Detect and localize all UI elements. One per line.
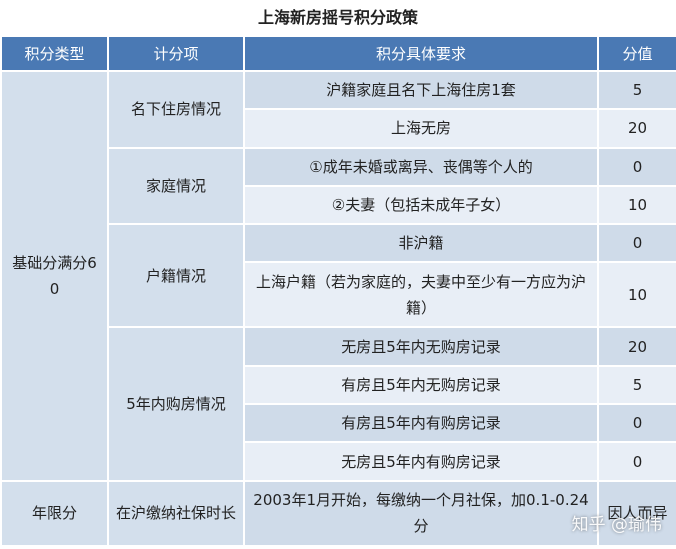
- score-cell: 5: [597, 69, 676, 111]
- rule-cell: 有房且5年内有购房记录: [243, 403, 599, 444]
- rule-cell: 上海无房: [243, 108, 599, 149]
- table-row: 上海户籍（若为家庭的，夫妻中至少有一方应为沪籍） 10: [1, 261, 676, 329]
- policy-table: 积分类型 计分项 积分具体要求 分值 基础分满分60 名下住房情况 沪籍家庭且名下上海住房…: [0, 35, 676, 547]
- table-row: ②夫妻（包括未成年子女） 10: [1, 184, 676, 226]
- table-body: 基础分满分60 名下住房情况 沪籍家庭且名下上海住房1套 5 上海无房 20 家庭情况 ①成年…: [0, 69, 676, 547]
- item-cell: 在沪缴纳社保时长: [107, 479, 245, 547]
- item-cell: 名下住房情况: [107, 70, 245, 149]
- score-cell: 因人而异: [597, 479, 676, 547]
- table-row: 无房且5年内有购房记录 0: [1, 441, 676, 482]
- header-row: 积分类型 计分项 积分具体要求 分值: [0, 35, 676, 72]
- rule-cell: 有房且5年内无购房记录: [243, 364, 599, 406]
- rule-cell: 无房且5年内有购房记录: [243, 441, 599, 482]
- rule-cell: ①成年未婚或离异、丧偶等个人的: [243, 146, 599, 187]
- table-title: 上海新房摇号积分政策: [257, 8, 418, 27]
- watermark: 知乎 @瑜伟: [571, 515, 662, 535]
- score-cell: 20: [597, 108, 676, 149]
- score-cell: 0: [597, 146, 676, 187]
- table-row: 户籍情况 非沪籍 0: [1, 223, 676, 329]
- rule-cell: 非沪籍: [243, 223, 599, 264]
- score-cell: 0: [597, 223, 676, 264]
- score-cell: 5: [597, 364, 676, 406]
- table-row: 有房且5年内无购房记录 5: [1, 364, 676, 406]
- score-cell: 20: [597, 326, 676, 367]
- table-row: 家庭情况 ①成年未婚或离异、丧偶等个人的 0: [1, 146, 676, 226]
- category-cell: 基础分满分60: [0, 70, 109, 482]
- category-cell: 年限分: [0, 479, 109, 547]
- item-cell: 户籍情况: [107, 223, 245, 329]
- header-cell: 积分具体要求: [243, 35, 599, 72]
- score-cell: 10: [597, 184, 676, 226]
- score-cell: 10: [597, 261, 676, 329]
- table-row: 有房且5年内有购房记录 0: [1, 403, 676, 444]
- rule-cell: 2003年1月开始，每缴纳一个月社保，加0.1-0.24分: [243, 479, 599, 547]
- rule-cell: 沪籍家庭且名下上海住房1套: [243, 69, 599, 111]
- header-cell: 积分类型: [0, 35, 109, 72]
- table-row: 基础分满分60 名下住房情况 沪籍家庭且名下上海住房1套 5: [0, 69, 676, 482]
- rule-cell: 无房且5年内无购房记录: [243, 326, 599, 367]
- score-cell: 0: [597, 441, 676, 482]
- rule-cell: ②夫妻（包括未成年子女）: [243, 184, 599, 226]
- item-cell: 家庭情况: [107, 146, 245, 226]
- item-cell: 5年内购房情况: [107, 326, 245, 482]
- header-cell: 分值: [597, 35, 676, 72]
- rule-cell: 上海户籍（若为家庭的，夫妻中至少有一方应为沪籍）: [243, 261, 599, 329]
- score-cell: 0: [597, 403, 676, 444]
- table-row: 年限分 在沪缴纳社保时长 2003年1月开始，每缴纳一个月社保，加0.1-0.24分…: [0, 479, 676, 547]
- table-row: 5年内购房情况 无房且5年内无购房记录 20: [1, 326, 676, 482]
- header-cell: 计分项: [107, 35, 245, 72]
